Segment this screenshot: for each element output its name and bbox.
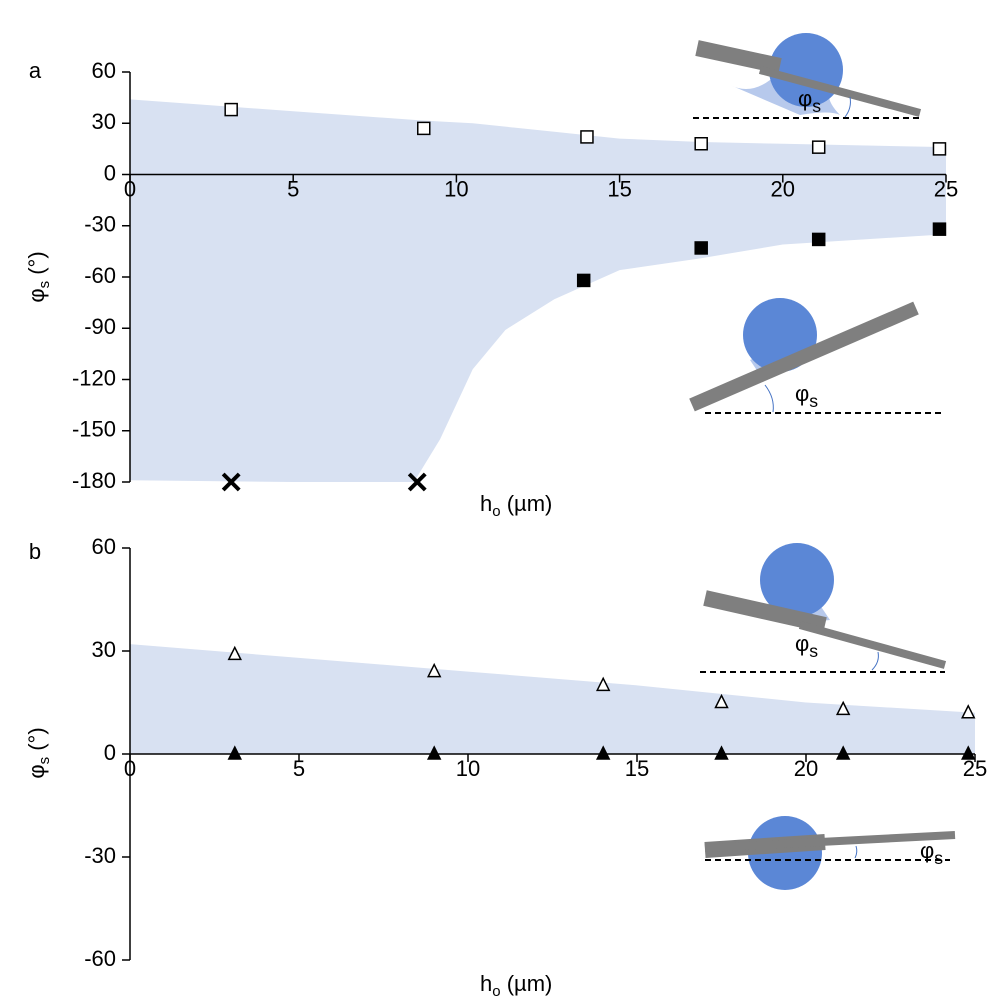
panel-label: a xyxy=(29,58,42,83)
x-tick-label: 20 xyxy=(771,176,795,201)
y-tick-label: -60 xyxy=(84,946,116,971)
marker xyxy=(694,241,708,255)
y-axis-label-main: φ xyxy=(24,288,49,302)
angle-arc xyxy=(871,651,879,671)
y-tick-label: -60 xyxy=(84,263,116,288)
angle-arc xyxy=(844,96,851,118)
x-tick-label: 10 xyxy=(456,756,480,781)
annotation-main: φ xyxy=(920,838,934,863)
x-axis-label-subscript: o xyxy=(492,503,500,520)
plate xyxy=(703,590,827,633)
marker xyxy=(811,140,826,154)
x-tick-label: 5 xyxy=(293,756,305,781)
x-tick-label: 25 xyxy=(934,176,958,201)
marker xyxy=(227,645,242,661)
marker xyxy=(932,222,947,236)
x-tick-label: 25 xyxy=(963,756,987,781)
annotation: φs xyxy=(795,381,818,411)
y-tick-label: 0 xyxy=(104,740,116,765)
x-tick-label: 0 xyxy=(124,756,136,781)
x-axis-label-suffix: (µm) xyxy=(501,491,553,516)
marker xyxy=(227,745,242,760)
x-axis-label-main: h xyxy=(480,491,492,516)
x-axis-label-subscript: o xyxy=(492,983,500,998)
marker xyxy=(426,662,442,678)
marker xyxy=(426,745,442,760)
x-tick-label: 0 xyxy=(124,176,136,201)
annotation-subscript: s xyxy=(809,391,818,411)
marker xyxy=(714,693,729,709)
marker xyxy=(835,700,851,716)
annotation-subscript: s xyxy=(934,848,943,868)
y-tick-label: -120 xyxy=(72,365,116,390)
marker xyxy=(221,472,241,492)
marker xyxy=(407,472,427,492)
marker xyxy=(961,704,976,719)
marker xyxy=(417,121,431,136)
annotation: φs xyxy=(798,86,821,116)
marker xyxy=(224,102,238,117)
y-tick-label: -30 xyxy=(84,843,116,868)
annotation: φs xyxy=(795,631,818,661)
x-tick-label: 15 xyxy=(607,176,631,201)
y-axis-label: φs (°) xyxy=(24,727,53,778)
y-axis-label-suffix: (°) xyxy=(24,251,49,281)
x-tick-label: 5 xyxy=(287,176,299,201)
y-axis-label-subscript: s xyxy=(36,281,53,289)
panel-label: b xyxy=(29,539,41,564)
marker xyxy=(580,130,594,144)
x-tick-label: 15 xyxy=(625,756,649,781)
y-axis-label: φs (°) xyxy=(24,251,53,302)
y-tick-label: 30 xyxy=(92,109,116,134)
marker xyxy=(595,745,611,760)
x-tick-label: 10 xyxy=(444,176,468,201)
y-tick-label: -180 xyxy=(72,468,116,493)
particle xyxy=(760,543,834,617)
y-tick-label: 60 xyxy=(92,58,116,83)
plate xyxy=(704,831,956,852)
y-axis-label-subscript: s xyxy=(36,757,53,765)
marker xyxy=(811,232,826,247)
x-tick-label: 20 xyxy=(794,756,818,781)
angle-arc xyxy=(854,845,858,859)
x-axis-label: ho (µm) xyxy=(480,971,552,998)
marker xyxy=(576,273,591,288)
band xyxy=(130,644,975,754)
annotation-subscript: s xyxy=(812,96,821,116)
marker xyxy=(714,745,729,760)
annotation: φs xyxy=(920,838,943,868)
x-axis-label: ho (µm) xyxy=(480,491,552,520)
y-axis-label-main: φ xyxy=(24,764,49,778)
plate xyxy=(695,40,782,74)
particle xyxy=(748,816,822,890)
insets xyxy=(689,33,956,890)
y-tick-label: 30 xyxy=(92,637,116,662)
annotation-subscript: s xyxy=(809,641,818,661)
y-tick-label: 0 xyxy=(104,160,116,185)
x-axis-label-suffix: (µm) xyxy=(501,971,553,996)
plate xyxy=(758,66,922,117)
x-axis-label-main: h xyxy=(480,971,492,996)
marker xyxy=(932,142,947,156)
angle-arc xyxy=(764,384,774,413)
marker xyxy=(694,137,708,151)
annotation-main: φ xyxy=(798,86,812,111)
band xyxy=(130,99,946,482)
annotation-main: φ xyxy=(795,631,809,656)
annotation-main: φ xyxy=(795,381,809,406)
plate xyxy=(689,301,919,412)
y-tick-label: -90 xyxy=(84,314,116,339)
y-tick-label: 60 xyxy=(92,534,116,559)
marker xyxy=(595,676,611,692)
y-tick-label: -150 xyxy=(72,417,116,442)
marker xyxy=(835,745,851,760)
marker xyxy=(961,745,976,760)
y-axis-label-suffix: (°) xyxy=(24,727,49,757)
y-tick-label: -30 xyxy=(84,212,116,237)
plate xyxy=(798,621,947,669)
